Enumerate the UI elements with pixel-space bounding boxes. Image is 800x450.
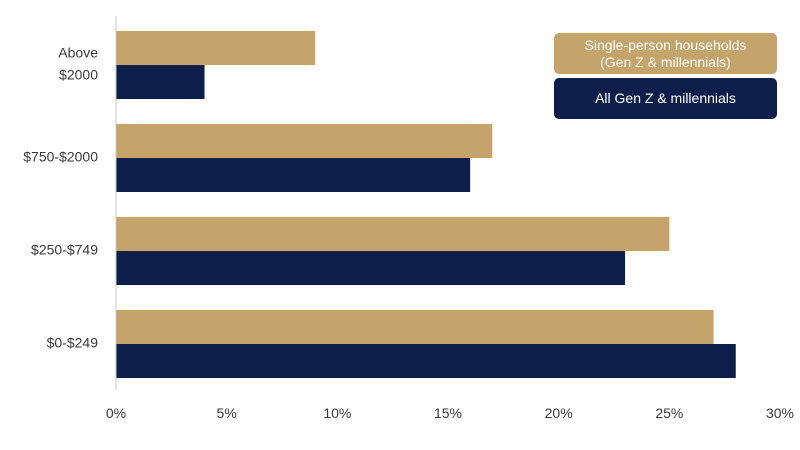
x-tick-label: 5% — [217, 405, 237, 421]
x-tick-label: 10% — [323, 405, 351, 421]
x-tick-labels: 0% 5% 10% 15% 20% 25% 30% — [106, 405, 794, 421]
category-label: $250-$749 — [31, 242, 98, 258]
category-label: $750-$2000 — [23, 149, 98, 165]
x-tick-label: 25% — [655, 405, 683, 421]
bar-series1-1 — [116, 31, 316, 65]
category-labels: Above $2000 $750-$2000 $250-$749 $0-$249 — [23, 45, 98, 351]
legend-label-line: (Gen Z & millennials) — [600, 53, 731, 70]
bar-series2-4 — [116, 344, 736, 378]
x-tick-label: 0% — [106, 405, 126, 421]
legend-item-all-gen-z-millennials: All Gen Z & millennials — [554, 78, 777, 119]
x-tick-label: 20% — [545, 405, 573, 421]
bar-series2-1 — [116, 65, 205, 99]
category-label: Above $2000 — [58, 45, 98, 83]
x-tick-label: 30% — [766, 405, 794, 421]
bars-group — [116, 31, 736, 378]
category-label: $0-$249 — [47, 335, 99, 351]
bar-series2-2 — [116, 158, 471, 192]
x-tick-label: 15% — [434, 405, 462, 421]
legend-label-line: All Gen Z & millennials — [595, 90, 736, 106]
bar-series2-3 — [116, 251, 626, 285]
bar-series1-2 — [116, 124, 493, 158]
legend-item-single-person-households: Single-person households (Gen Z & millenn… — [554, 33, 777, 74]
bar-series1-4 — [116, 310, 714, 344]
bar-series1-3 — [116, 217, 670, 251]
legend-label-line: Single-person households — [584, 36, 747, 53]
